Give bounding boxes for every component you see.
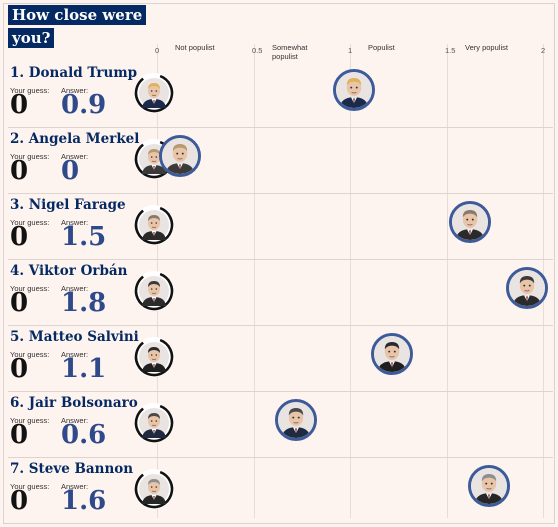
result-row: 6. Jair Bolsonaro Your guess: Answer: 0 0.6	[0, 395, 558, 461]
answer-label: Answer:	[61, 350, 89, 359]
scale-category-label: Very populist	[465, 43, 508, 52]
answer-label: Answer:	[61, 482, 89, 491]
portrait-icon	[509, 270, 545, 306]
answer-label: Answer:	[61, 152, 89, 161]
guess-ring-icon	[134, 73, 174, 113]
portrait-icon	[452, 204, 488, 240]
answer-value: 1.5	[61, 222, 107, 252]
guess-value: 0	[10, 90, 29, 120]
row-divider	[8, 193, 553, 194]
portrait-icon	[139, 210, 169, 240]
guess-value: 0	[10, 222, 29, 252]
politician-avatar	[134, 73, 174, 113]
guess-ring-icon	[134, 403, 174, 443]
guess-value: 0	[10, 354, 29, 384]
scale-tick-label: 1.5	[445, 46, 456, 55]
politician-name: 2. Angela Merkel	[10, 131, 140, 147]
your-guess-label: Your guess:	[10, 482, 50, 491]
your-guess-label: Your guess:	[10, 218, 50, 227]
your-guess-label: Your guess:	[10, 416, 50, 425]
portrait-icon	[139, 342, 169, 372]
guess-value: 0	[10, 288, 29, 318]
portrait-icon	[278, 402, 314, 438]
portrait-icon	[162, 138, 198, 174]
row-divider	[8, 127, 553, 128]
answer-marker	[333, 69, 375, 111]
answer-marker	[275, 399, 317, 441]
row-divider	[8, 259, 553, 260]
portrait-icon	[374, 336, 410, 372]
politician-avatar	[134, 337, 174, 377]
quiz-results-panel	[3, 3, 555, 524]
politician-name: 3. Nigel Farage	[10, 197, 126, 213]
politician-avatar	[134, 469, 174, 509]
scale-tick-label: 0	[155, 46, 160, 55]
politician-name: 7. Steve Bannon	[10, 461, 134, 477]
answer-value: 1.1	[61, 354, 107, 384]
answer-marker	[159, 135, 201, 177]
answer-value: 0.9	[61, 90, 107, 120]
answer-label: Answer:	[61, 284, 89, 293]
scale-category-label: Somewhat populist	[272, 43, 308, 61]
grid-line	[350, 44, 351, 518]
politician-avatar	[134, 205, 174, 245]
your-guess-label: Your guess:	[10, 152, 50, 161]
portrait-icon	[139, 408, 169, 438]
guess-value: 0	[10, 420, 29, 450]
portrait-icon	[471, 468, 507, 504]
answer-label: Answer:	[61, 416, 89, 425]
answer-marker	[468, 465, 510, 507]
answer-marker	[371, 333, 413, 375]
answer-value: 1.8	[61, 288, 107, 318]
result-row: 5. Matteo Salvini Your guess: Answer: 0 1.1	[0, 329, 558, 395]
answer-marker	[506, 267, 548, 309]
answer-value: 1.6	[61, 486, 107, 516]
row-divider	[8, 457, 553, 458]
answer-marker	[449, 201, 491, 243]
row-divider	[8, 391, 553, 392]
politician-name: 5. Matteo Salvini	[10, 329, 139, 345]
result-row: 4. Viktor Orbán Your guess: Answer: 0 1.8	[0, 263, 558, 329]
result-row: 7. Steve Bannon Your guess: Answer: 0 1.6	[0, 461, 558, 527]
guess-value: 0	[10, 156, 29, 186]
politician-avatar	[134, 271, 174, 311]
your-guess-label: Your guess:	[10, 86, 50, 95]
guess-ring-icon	[134, 271, 174, 311]
guess-value: 0	[10, 486, 29, 516]
result-row: 3. Nigel Farage Your guess: Answer: 0 1.5	[0, 197, 558, 263]
grid-line	[254, 44, 255, 518]
guess-ring-icon	[134, 205, 174, 245]
scale-category-label: Not populist	[175, 43, 215, 52]
guess-ring-icon	[134, 337, 174, 377]
politician-name: 4. Viktor Orbán	[10, 263, 128, 279]
politician-avatar	[134, 403, 174, 443]
guess-ring-icon	[134, 469, 174, 509]
portrait-icon	[139, 474, 169, 504]
portrait-icon	[336, 72, 372, 108]
result-row: 2. Angela Merkel Your guess: Answer: 0 0	[0, 131, 558, 197]
scale-tick-label: 0.5	[252, 46, 263, 55]
grid-line	[447, 44, 448, 518]
row-divider	[8, 325, 553, 326]
result-row: 1. Donald Trump Your guess: Answer: 0 0.9	[0, 65, 558, 131]
portrait-icon	[139, 78, 169, 108]
answer-label: Answer:	[61, 86, 89, 95]
answer-value: 0.6	[61, 420, 107, 450]
your-guess-label: Your guess:	[10, 284, 50, 293]
page-title: How close were you?	[8, 4, 147, 50]
politician-name: 1. Donald Trump	[10, 65, 138, 81]
politician-name: 6. Jair Bolsonaro	[10, 395, 138, 411]
your-guess-label: Your guess:	[10, 350, 50, 359]
answer-label: Answer:	[61, 218, 89, 227]
scale-tick-label: 1	[348, 46, 353, 55]
portrait-icon	[139, 276, 169, 306]
scale-category-label: Populist	[368, 43, 395, 52]
scale-tick-label: 2	[541, 46, 546, 55]
answer-value: 0	[61, 156, 80, 186]
